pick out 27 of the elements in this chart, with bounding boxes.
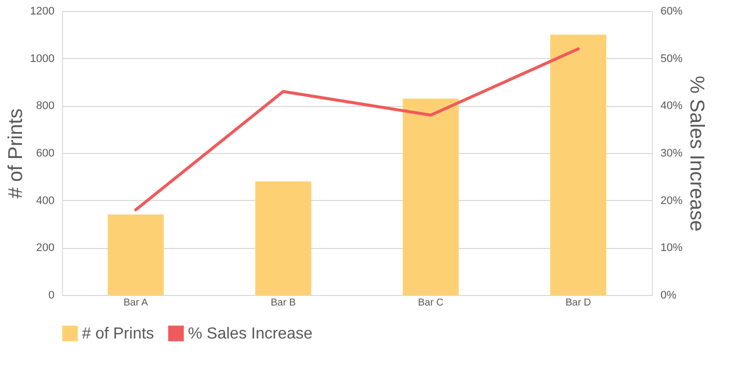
x-tick-label: Bar D: [565, 298, 592, 308]
x-tick-label: Bar B: [270, 298, 296, 308]
y-tick-label: 400: [36, 194, 54, 207]
y-axis-title: # of Prints: [5, 108, 28, 199]
y2-tick-label: 0%: [660, 290, 677, 302]
y-tick-label: 600: [36, 148, 54, 160]
x-tick-label: Bar A: [124, 298, 148, 308]
bar: [550, 34, 606, 295]
y2-tick-label: 50%: [660, 52, 683, 65]
y2-axis-title: % Sales Increase: [686, 76, 708, 232]
y2-tick-label: 20%: [660, 194, 683, 207]
line-series: [134, 47, 580, 212]
legend-label: # of Prints: [82, 325, 154, 342]
bar: [255, 181, 312, 295]
y-tick-label: 800: [36, 100, 54, 112]
y-tick-label: 1200: [30, 6, 54, 18]
bar: [402, 98, 459, 295]
y2-tick-label: 10%: [660, 242, 683, 254]
x-tick-label: Bar C: [418, 298, 444, 308]
y-tick-label: 200: [36, 242, 54, 254]
bar: [108, 214, 164, 295]
legend-label: % Sales Increase: [188, 325, 313, 342]
y-tick-label: 1000: [30, 52, 54, 65]
y2-tick-label: 40%: [660, 100, 683, 112]
y2-tick-label: 30%: [660, 148, 683, 160]
y2-tick-label: 60%: [660, 6, 683, 18]
y-tick-label: 0: [48, 290, 54, 302]
